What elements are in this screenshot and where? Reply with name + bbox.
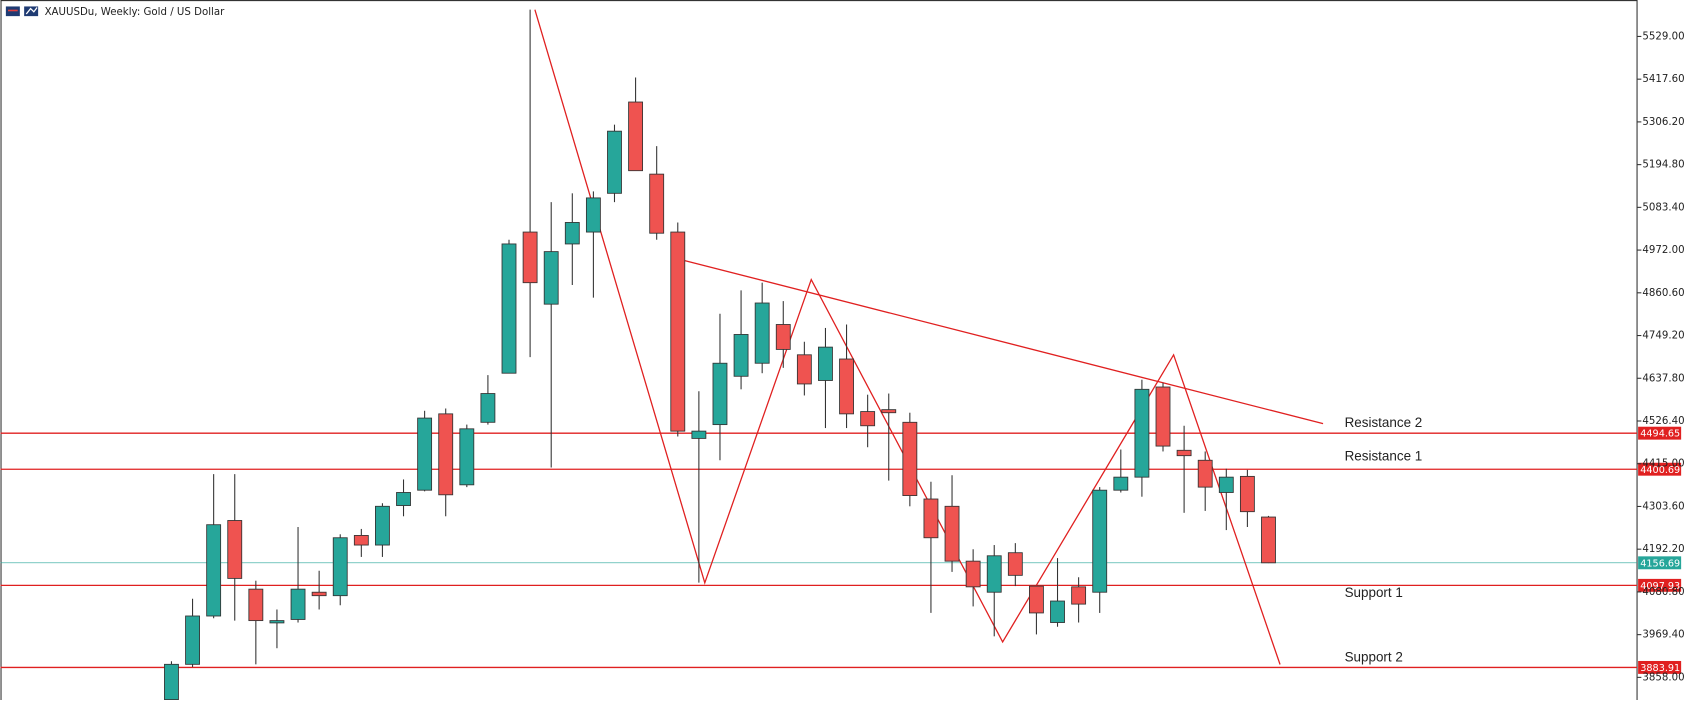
candle-body [311,591,327,597]
annotation: Support 2 [1345,650,1403,665]
level-label-box [1638,660,1682,674]
candle-body [733,334,749,377]
candle-body [944,505,960,562]
candle-body [375,505,390,546]
level-label: 3883.91 [1640,663,1680,674]
chart-title: XAUUSDu, Weekly: Gold / US Dollar [45,7,226,18]
level-label: 4097.93 [1640,581,1680,592]
y-tick-label: 4972.00 [1642,245,1684,256]
candle-body [248,588,264,622]
candle-body [290,588,306,620]
level-label-box [1638,462,1682,476]
trend-line [683,259,1324,425]
y-tick-label: 5194.80 [1642,160,1684,171]
candle-body [438,413,454,496]
level-label: 4156.69 [1640,558,1680,569]
candle-body [269,620,285,624]
candle-body [1050,600,1065,623]
candle-body [754,302,770,364]
candle-body [860,411,876,427]
y-tick-label: 4526.40 [1642,416,1684,427]
candle-body [206,524,222,617]
candle-body [522,231,538,284]
candle-body [480,393,496,423]
candle-body [902,421,918,496]
candle-body [227,520,243,579]
candle-body [332,537,348,597]
candle-body [501,243,517,374]
y-tick-label: 3858.00 [1642,672,1684,683]
candle-body [607,130,622,194]
candle-body [1092,489,1108,593]
y-tick-label: 5529.00 [1642,31,1684,42]
candle-body [164,663,179,701]
y-tick-label: 3969.40 [1642,630,1684,641]
y-tick-label: 4637.80 [1642,373,1684,384]
y-tick-label: 5306.20 [1642,117,1684,128]
header: XAUUSDu, Weekly: Gold / US Dollar [5,6,226,18]
icon [25,7,38,15]
icon [5,6,20,17]
icon [24,6,39,17]
candle-body [1176,449,1192,457]
y-tick-label: 4860.60 [1642,288,1684,299]
candle-body [1134,388,1150,478]
candle-body [1007,552,1023,576]
level-label-box [1638,578,1682,592]
candle-body [965,560,981,588]
candle-body [417,417,433,491]
level-label-box [1638,426,1682,440]
level-label: 4400.69 [1640,465,1680,476]
candle-body [712,362,728,426]
candle-body [628,101,644,172]
candle-body [1113,476,1129,491]
candle-body [1155,386,1171,447]
candle-body [543,251,559,305]
candle-body [1239,475,1255,513]
candle-body [839,358,854,415]
annotation: Resistance 2 [1345,415,1423,430]
candle-body [353,535,369,546]
candle-body [564,222,580,245]
candle-body [1261,516,1276,564]
annotation: Resistance 1 [1345,449,1423,464]
level-label-box [1638,556,1682,570]
candle-body [986,555,1002,593]
y-tick-label: 4749.20 [1642,331,1684,342]
candle-body [1071,586,1087,605]
y-tick-label: 4080.80 [1642,587,1684,598]
level-label: 4494.65 [1640,429,1680,440]
candle-body [1218,476,1234,493]
candle-body [459,428,475,486]
candle-body [796,354,812,385]
candle-body [923,498,939,539]
y-tick-label: 5083.40 [1642,202,1684,213]
icon [8,9,18,12]
y-tick-label: 5417.60 [1642,74,1684,85]
y-tick-label: 4192.20 [1642,544,1684,555]
candle-body [1197,459,1213,488]
candle-body [670,231,686,432]
candle-body [881,409,897,414]
candle-body [818,346,833,381]
candle-body [1029,585,1044,614]
y-tick-label: 4415.00 [1642,459,1684,470]
candle-body [396,492,411,506]
candle-body [775,324,791,350]
y-tick-label: 4303.60 [1642,501,1684,512]
candle-body [585,197,601,233]
candle-body [691,430,707,439]
candle-body [649,173,665,234]
candle-body [185,615,200,665]
annotation: Support 1 [1345,585,1403,600]
